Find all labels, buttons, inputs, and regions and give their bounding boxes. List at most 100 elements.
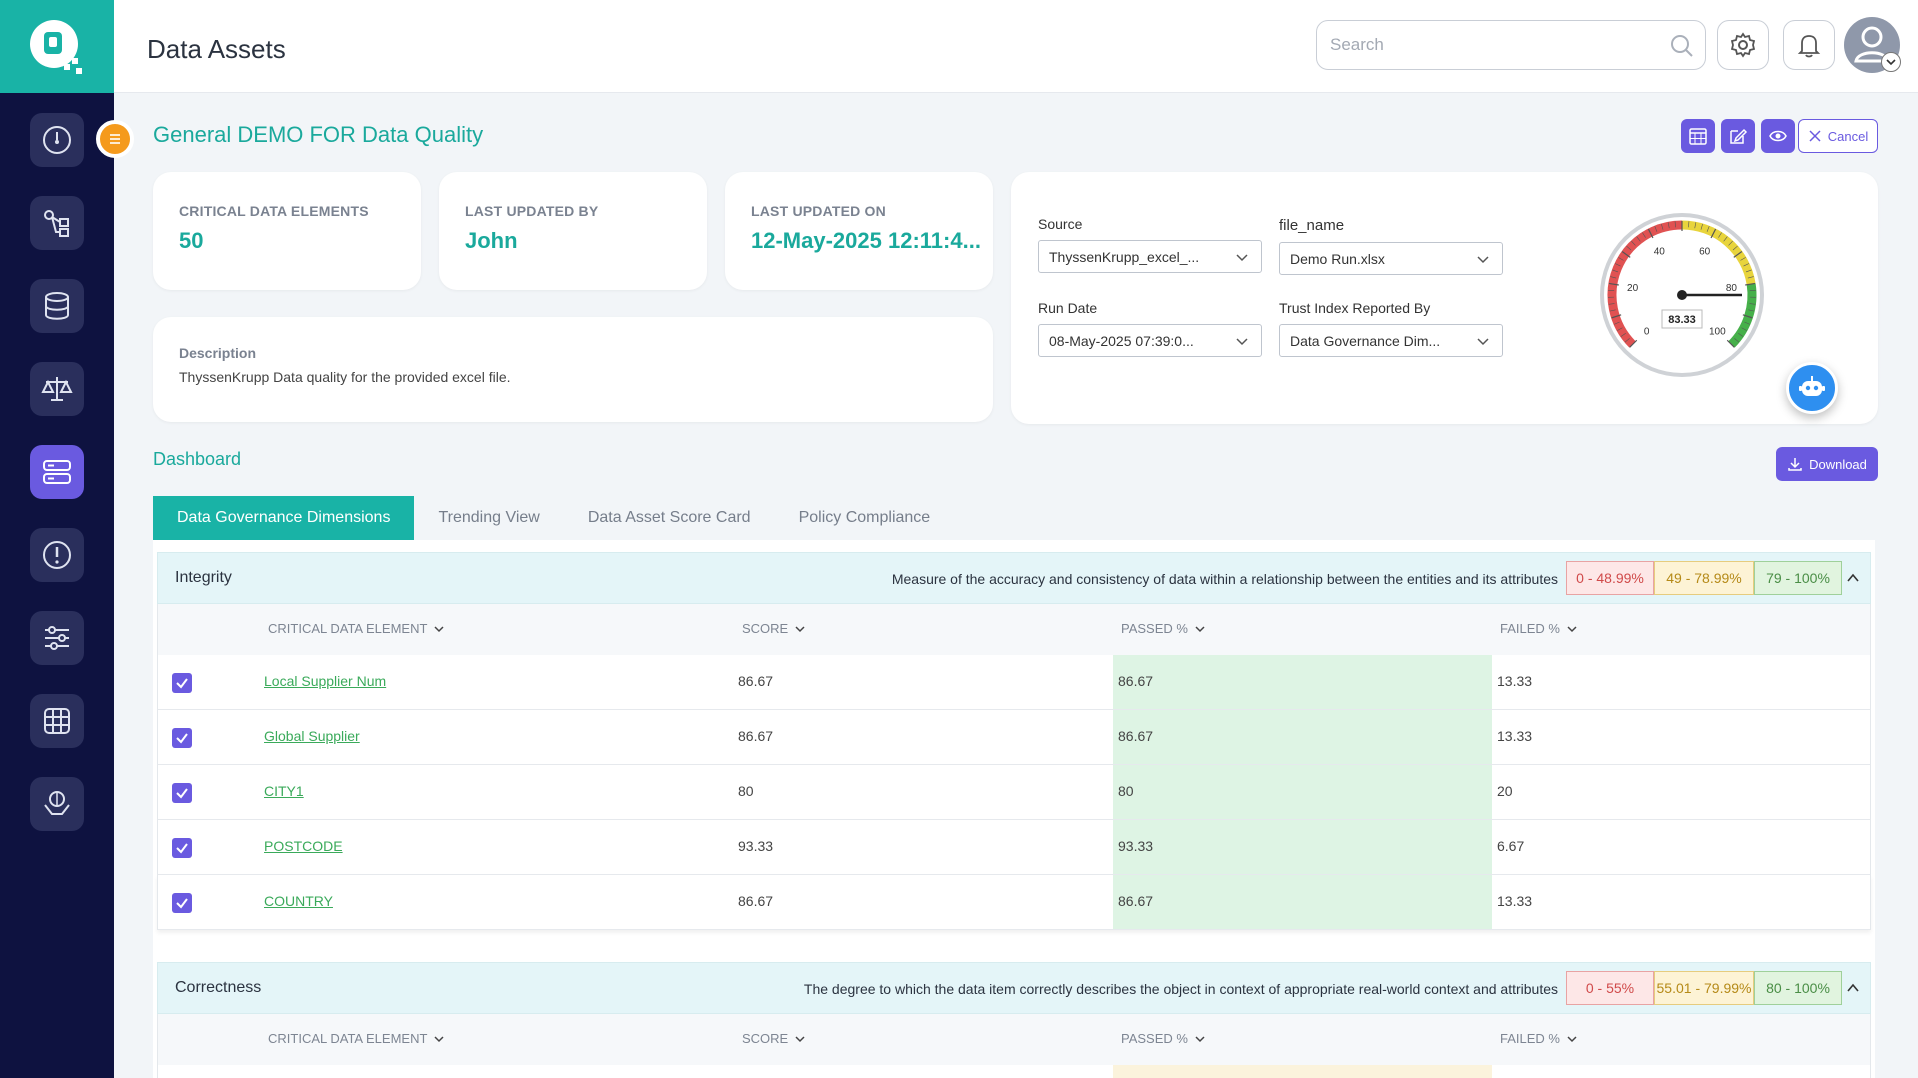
sidebar-item-settings[interactable] bbox=[30, 611, 84, 665]
gauge-tick bbox=[1741, 327, 1747, 331]
range-badge-low: 0 - 55% bbox=[1566, 971, 1654, 1005]
row-checkbox[interactable] bbox=[172, 838, 192, 858]
hamburger-icon bbox=[110, 134, 120, 144]
stat-card-updated-by: LAST UPDATED BY John bbox=[439, 172, 707, 290]
gauge-tick bbox=[1621, 251, 1631, 258]
chevron-up-icon[interactable] bbox=[1846, 981, 1860, 995]
dashboard-title: Dashboard bbox=[153, 449, 242, 469]
source-select[interactable]: ThyssenKrupp_excel_... bbox=[1038, 240, 1262, 273]
column-header-passed[interactable]: PASSED % bbox=[1121, 1031, 1206, 1046]
file-name-value: Demo Run.xlsx bbox=[1290, 251, 1385, 267]
column-header-passed[interactable]: PASSED % bbox=[1121, 621, 1206, 636]
sidebar-item-stewardship[interactable] bbox=[30, 777, 84, 831]
score-cell: 93.33 bbox=[738, 838, 774, 854]
cde-link[interactable]: Local Supplier Num bbox=[264, 673, 387, 689]
cde-link[interactable]: CITY1 bbox=[264, 783, 304, 799]
chatbot-button[interactable] bbox=[1786, 362, 1838, 414]
gauge-tick bbox=[1745, 282, 1756, 286]
collapse-menu-button[interactable] bbox=[96, 120, 134, 158]
row-checkbox[interactable] bbox=[172, 893, 192, 913]
gauge-tick bbox=[1749, 303, 1756, 305]
cde-link[interactable]: POSTCODE bbox=[264, 838, 343, 854]
sidebar-item-lineage[interactable] bbox=[30, 196, 84, 250]
stat-label: LAST UPDATED ON bbox=[751, 203, 886, 219]
settings-button[interactable] bbox=[1717, 20, 1769, 70]
gauge-tick bbox=[1609, 309, 1616, 312]
gauge-tick-label: 20 bbox=[1627, 283, 1639, 294]
table-row bbox=[157, 1065, 1871, 1078]
sidebar-item-dashboard[interactable] bbox=[30, 113, 84, 167]
section-name: Integrity bbox=[175, 569, 232, 586]
chevron-down-icon bbox=[1195, 625, 1205, 632]
column-header-score[interactable]: SCORE bbox=[742, 621, 806, 636]
schedule-button[interactable] bbox=[1681, 119, 1715, 153]
tab-data-asset-score-card[interactable]: Data Asset Score Card bbox=[587, 509, 751, 526]
sidebar-item-grid[interactable] bbox=[30, 694, 84, 748]
range-badge-high: 79 - 100% bbox=[1754, 561, 1842, 595]
gauge-tick bbox=[1631, 240, 1636, 246]
sidebar-item-policy[interactable] bbox=[30, 362, 84, 416]
tab-data-governance-dimensions[interactable]: Data Governance Dimensions bbox=[153, 496, 415, 540]
sidebar-item-issues[interactable] bbox=[30, 528, 84, 582]
chevron-down-icon bbox=[1236, 254, 1248, 262]
score-cell: 86.67 bbox=[738, 728, 774, 744]
column-header-cde[interactable]: CRITICAL DATA ELEMENT bbox=[268, 1031, 445, 1046]
column-label: CRITICAL DATA ELEMENT bbox=[268, 621, 428, 636]
chevron-down-icon bbox=[1567, 1035, 1577, 1042]
edit-button[interactable] bbox=[1721, 119, 1755, 153]
file-name-select[interactable]: Demo Run.xlsx bbox=[1279, 242, 1503, 275]
table-row: COUNTRY 86.67 86.67 13.33 bbox=[157, 875, 1871, 930]
passed-cell: 86.67 bbox=[1118, 728, 1154, 744]
cde-link[interactable]: COUNTRY bbox=[264, 893, 333, 909]
gauge-tick bbox=[1748, 309, 1755, 312]
passed-cell-bg bbox=[1113, 765, 1492, 819]
section-header-correctness[interactable]: Correctness The degree to which the data… bbox=[157, 962, 1871, 1014]
account-menu-toggle[interactable] bbox=[1881, 52, 1901, 72]
search-input[interactable]: Search bbox=[1316, 20, 1706, 70]
chevron-down-icon bbox=[434, 1035, 444, 1042]
cde-link[interactable]: Global Supplier bbox=[264, 728, 360, 744]
view-button[interactable] bbox=[1761, 119, 1795, 153]
gauge-tick bbox=[1742, 314, 1753, 319]
gauge-band-red bbox=[1607, 220, 1683, 348]
table-header: CRITICAL DATA ELEMENT SCORE PASSED % FAI… bbox=[157, 1014, 1871, 1065]
passed-cell-bg bbox=[1113, 655, 1492, 709]
row-checkbox[interactable] bbox=[172, 783, 192, 803]
grid-icon bbox=[44, 708, 70, 734]
column-label: CRITICAL DATA ELEMENT bbox=[268, 1031, 428, 1046]
chevron-down-icon bbox=[1886, 59, 1896, 66]
range-badge-mid: 55.01 - 79.99% bbox=[1654, 971, 1754, 1005]
trust-index-select[interactable]: Data Governance Dim... bbox=[1279, 324, 1503, 357]
download-button[interactable]: Download bbox=[1776, 447, 1878, 481]
gauge-tick bbox=[1723, 236, 1728, 242]
notifications-button[interactable] bbox=[1783, 20, 1835, 70]
tab-policy-compliance[interactable]: Policy Compliance bbox=[798, 509, 931, 526]
app-logo[interactable] bbox=[0, 0, 114, 93]
passed-cell: 93.33 bbox=[1118, 838, 1154, 854]
row-checkbox[interactable] bbox=[172, 728, 192, 748]
section-header-integrity[interactable]: Integrity Measure of the accuracy and co… bbox=[157, 552, 1871, 604]
gauge-tick bbox=[1733, 251, 1743, 258]
file-name-label: file_name bbox=[1279, 217, 1345, 234]
gauge-tick bbox=[1626, 245, 1632, 251]
stat-value: 12-May-2025 12:11:4... bbox=[751, 228, 981, 253]
chevron-up-icon[interactable] bbox=[1846, 571, 1860, 585]
run-date-select[interactable]: 08-May-2025 07:39:0... bbox=[1038, 324, 1262, 357]
row-checkbox[interactable] bbox=[172, 673, 192, 693]
column-header-failed[interactable]: FAILED % bbox=[1500, 1031, 1578, 1046]
column-label: SCORE bbox=[742, 621, 789, 636]
gauge-tick bbox=[1636, 236, 1641, 242]
cancel-button[interactable]: Cancel bbox=[1798, 119, 1878, 153]
sidebar-item-database[interactable] bbox=[30, 279, 84, 333]
chevron-down-icon bbox=[795, 625, 805, 632]
stat-label: CRITICAL DATA ELEMENTS bbox=[179, 203, 369, 219]
column-header-score[interactable]: SCORE bbox=[742, 1031, 806, 1046]
chevron-down-icon bbox=[1477, 256, 1489, 264]
sidebar-item-data-assets[interactable] bbox=[30, 445, 84, 499]
search-icon[interactable] bbox=[1669, 33, 1695, 59]
sidebar bbox=[0, 93, 114, 1078]
tab-trending-view[interactable]: Trending View bbox=[438, 509, 540, 526]
chevron-down-icon bbox=[434, 625, 444, 632]
column-header-failed[interactable]: FAILED % bbox=[1500, 621, 1578, 636]
column-header-cde[interactable]: CRITICAL DATA ELEMENT bbox=[268, 621, 445, 636]
